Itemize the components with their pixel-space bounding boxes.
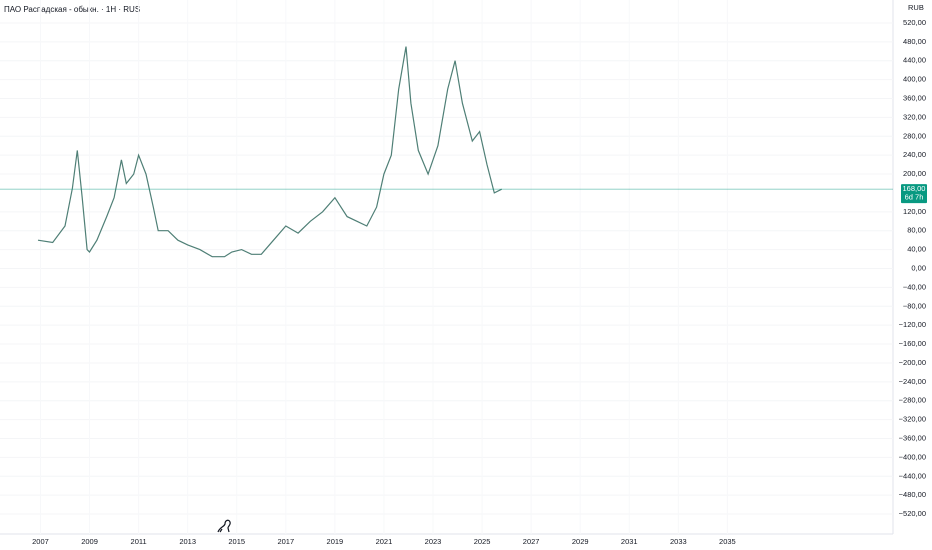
y-tick-label: −440,00 [899,471,926,480]
y-tick-label: −480,00 [899,490,926,499]
last-price-box [901,184,927,204]
x-tick-label: 2015 [228,537,245,546]
x-tick-label: 2027 [523,537,540,546]
x-tick-label: 2031 [621,537,638,546]
y-tick-label: 320,00 [903,112,926,121]
y-tick-label: −120,00 [899,320,926,329]
y-tick-label: −360,00 [899,433,926,442]
y-tick-label: −40,00 [903,282,926,291]
y-tick-label: 0,00 [911,263,926,272]
x-tick-label: 2035 [719,537,736,546]
y-tick-label: 520,00 [903,18,926,27]
x-tick-label: 2007 [32,537,49,546]
x-tick-label: 2023 [425,537,442,546]
y-tick-label: −520,00 [899,509,926,518]
y-tick-label: 80,00 [907,226,926,235]
y-tick-label: −200,00 [899,358,926,367]
y-tick-label: −160,00 [899,339,926,348]
last-price-label: 168,00 [903,184,926,193]
x-tick-label: 2009 [81,537,98,546]
y-tick-label: 400,00 [903,75,926,84]
x-tick-label: 2025 [474,537,491,546]
y-tick-label: 40,00 [907,245,926,254]
y-tick-label: 120,00 [903,207,926,216]
countdown: 6d 7h [905,193,924,202]
x-tick-label: 2017 [277,537,294,546]
y-tick-label: 440,00 [903,56,926,65]
chart-title: ПАО Распадская - обыкн. · 1Н · RUS [4,5,140,14]
y-tick-label: 280,00 [903,131,926,140]
x-tick-label: 2033 [670,537,687,546]
y-tick-label: −80,00 [903,301,926,310]
y-tick-label: −280,00 [899,396,926,405]
x-tick-label: 2013 [179,537,196,546]
x-tick-label: 2021 [376,537,393,546]
x-tick-label: 2019 [327,537,344,546]
y-tick-label: 200,00 [903,169,926,178]
logo [217,519,231,533]
x-tick-label: 2029 [572,537,589,546]
currency: RUB [908,3,924,12]
y-tick-label: −240,00 [899,377,926,386]
y-tick-label: 360,00 [903,93,926,102]
logo-icon [217,519,231,533]
y-tick-label: 240,00 [903,150,926,159]
x-tick-label: 2011 [131,537,147,546]
y-tick-label: −320,00 [899,415,926,424]
y-tick-label: 480,00 [903,37,926,46]
y-tick-label: −400,00 [899,452,926,461]
price-line [37,46,502,258]
